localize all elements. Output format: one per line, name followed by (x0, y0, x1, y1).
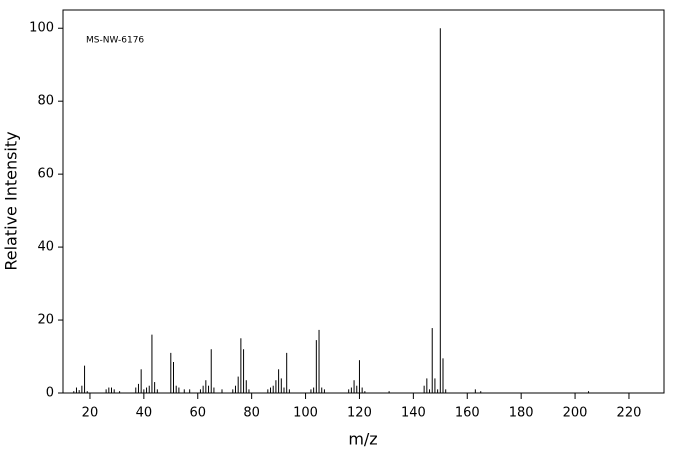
x-tick-label: 80 (243, 406, 260, 421)
y-tick-label: 0 (46, 386, 54, 401)
x-tick-label: 160 (455, 406, 480, 421)
x-tick-label: 220 (617, 406, 642, 421)
x-tick-label: 180 (509, 406, 534, 421)
x-tick-label: 200 (563, 406, 588, 421)
y-tick-label: 100 (29, 21, 54, 36)
x-tick-label: 40 (136, 406, 153, 421)
y-tick-label: 60 (37, 167, 54, 182)
y-tick-label: 40 (37, 240, 54, 255)
x-tick-label: 60 (189, 406, 206, 421)
y-tick-label: 80 (37, 94, 54, 109)
x-tick-label: 100 (293, 406, 318, 421)
annotation: MS-NW-6176 (86, 36, 144, 46)
y-axis-label: Relative Intensity (2, 131, 21, 270)
x-axis-label: m/z (348, 430, 377, 449)
y-tick-label: 20 (37, 313, 54, 328)
x-tick-label: 120 (347, 406, 372, 421)
x-tick-label: 140 (401, 406, 426, 421)
plot-frame (62, 9, 665, 394)
x-tick-label: 20 (82, 406, 99, 421)
